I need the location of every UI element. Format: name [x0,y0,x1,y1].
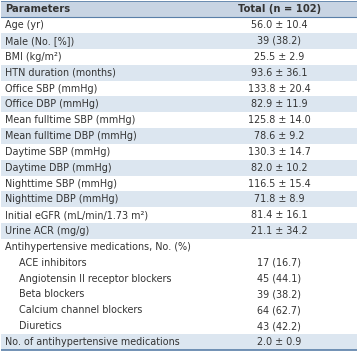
Text: ACE inhibitors: ACE inhibitors [19,258,87,268]
Text: Office SBP (mmHg): Office SBP (mmHg) [5,84,97,94]
Text: Diuretics: Diuretics [19,321,62,331]
Text: 56.0 ± 10.4: 56.0 ± 10.4 [251,20,308,30]
Text: Antihypertensive medications, No. (%): Antihypertensive medications, No. (%) [5,242,191,252]
FancyBboxPatch shape [1,239,357,255]
Text: Calcium channel blockers: Calcium channel blockers [19,305,142,315]
Text: 39 (38.2): 39 (38.2) [257,36,301,46]
FancyBboxPatch shape [1,49,357,65]
Text: Beta blockers: Beta blockers [19,289,84,299]
Text: 81.4 ± 16.1: 81.4 ± 16.1 [251,210,308,220]
Text: 71.8 ± 8.9: 71.8 ± 8.9 [254,194,305,204]
FancyBboxPatch shape [1,192,357,207]
Text: Age (yr): Age (yr) [5,20,44,30]
FancyBboxPatch shape [1,255,357,271]
Text: 78.6 ± 9.2: 78.6 ± 9.2 [254,131,305,141]
Text: Parameters: Parameters [5,4,70,14]
Text: Nighttime DBP (mmHg): Nighttime DBP (mmHg) [5,194,118,204]
FancyBboxPatch shape [1,271,357,287]
FancyBboxPatch shape [1,144,357,160]
Text: 130.3 ± 14.7: 130.3 ± 14.7 [248,147,311,157]
Text: No. of antihypertensive medications: No. of antihypertensive medications [5,337,180,347]
Text: Mean fulltime SBP (mmHg): Mean fulltime SBP (mmHg) [5,115,135,125]
FancyBboxPatch shape [1,176,357,192]
Text: 133.8 ± 20.4: 133.8 ± 20.4 [248,84,311,94]
FancyBboxPatch shape [1,1,357,17]
FancyBboxPatch shape [1,160,357,176]
Text: 43 (42.2): 43 (42.2) [257,321,301,331]
Text: Total (n = 102): Total (n = 102) [238,4,321,14]
FancyBboxPatch shape [1,128,357,144]
Text: 2.0 ± 0.9: 2.0 ± 0.9 [257,337,301,347]
Text: 82.9 ± 11.9: 82.9 ± 11.9 [251,99,308,109]
Text: Angiotensin II receptor blockers: Angiotensin II receptor blockers [19,273,171,284]
Text: 45 (44.1): 45 (44.1) [257,273,301,284]
Text: BMI (kg/m²): BMI (kg/m²) [5,52,62,62]
FancyBboxPatch shape [1,334,357,350]
FancyBboxPatch shape [1,96,357,112]
FancyBboxPatch shape [1,318,357,334]
FancyBboxPatch shape [1,287,357,302]
Text: HTN duration (months): HTN duration (months) [5,68,116,78]
Text: Daytime SBP (mmHg): Daytime SBP (mmHg) [5,147,110,157]
FancyBboxPatch shape [1,112,357,128]
FancyBboxPatch shape [1,65,357,80]
FancyBboxPatch shape [1,80,357,96]
Text: Nighttime SBP (mmHg): Nighttime SBP (mmHg) [5,179,117,189]
Text: 116.5 ± 15.4: 116.5 ± 15.4 [248,179,311,189]
Text: 125.8 ± 14.0: 125.8 ± 14.0 [248,115,311,125]
Text: Urine ACR (mg/g): Urine ACR (mg/g) [5,226,89,236]
Text: Daytime DBP (mmHg): Daytime DBP (mmHg) [5,163,112,173]
Text: 21.1 ± 34.2: 21.1 ± 34.2 [251,226,308,236]
Text: 17 (16.7): 17 (16.7) [257,258,301,268]
Text: 64 (62.7): 64 (62.7) [257,305,301,315]
Text: 39 (38.2): 39 (38.2) [257,289,301,299]
Text: Mean fulltime DBP (mmHg): Mean fulltime DBP (mmHg) [5,131,137,141]
Text: Male (No. [%]): Male (No. [%]) [5,36,74,46]
FancyBboxPatch shape [1,223,357,239]
FancyBboxPatch shape [1,17,357,33]
Text: 25.5 ± 2.9: 25.5 ± 2.9 [254,52,305,62]
FancyBboxPatch shape [1,302,357,318]
Text: 82.0 ± 10.2: 82.0 ± 10.2 [251,163,308,173]
FancyBboxPatch shape [1,207,357,223]
FancyBboxPatch shape [1,33,357,49]
Text: 93.6 ± 36.1: 93.6 ± 36.1 [251,68,308,78]
Text: Office DBP (mmHg): Office DBP (mmHg) [5,99,99,109]
Text: Initial eGFR (mL/min/1.73 m²): Initial eGFR (mL/min/1.73 m²) [5,210,148,220]
